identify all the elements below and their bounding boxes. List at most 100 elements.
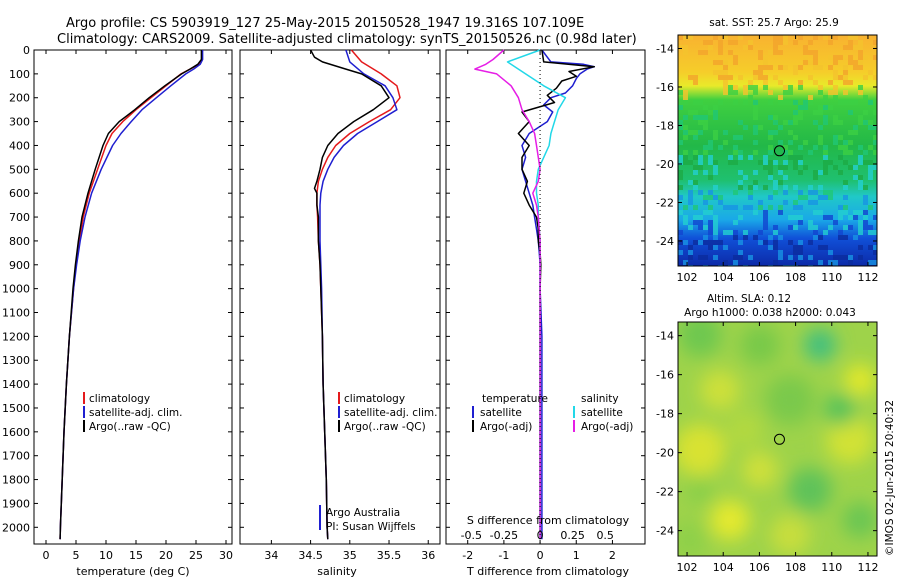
sst-pixel bbox=[873, 260, 877, 265]
sst-pixel bbox=[723, 90, 728, 95]
sst-pixel bbox=[693, 220, 698, 225]
legend-temperature-header: temperature bbox=[482, 393, 548, 405]
sst-pixel bbox=[813, 50, 818, 55]
sst-pixel bbox=[753, 75, 758, 80]
pi-label: PI: Susan Wijffels bbox=[326, 521, 416, 533]
sst-pixel bbox=[848, 150, 853, 155]
sla-map-axes: 102 104 106 108 110 112 -14 -16 -18 -20 -22 -24 bbox=[656, 322, 878, 574]
sst-pixel bbox=[723, 60, 728, 65]
sst-pixel bbox=[748, 85, 753, 90]
sst-pixel bbox=[683, 90, 688, 95]
sst-pixel bbox=[818, 85, 823, 90]
sst-pixel bbox=[678, 185, 683, 190]
sst-pixel bbox=[748, 45, 753, 50]
sst-pixel bbox=[703, 50, 708, 55]
top-x-tick-label: 0 bbox=[537, 529, 544, 542]
sst-pixel bbox=[803, 45, 808, 50]
sst-pixel bbox=[848, 130, 853, 135]
difference-top-xlabel: S difference from climatology bbox=[467, 514, 630, 527]
legend-label-climatology: climatology bbox=[89, 393, 150, 405]
sst-pixel bbox=[688, 180, 693, 185]
sst-pixel bbox=[793, 165, 798, 170]
sst-pixel bbox=[688, 190, 693, 195]
sst-pixel bbox=[698, 130, 703, 135]
sst-pixel bbox=[703, 145, 708, 150]
legend-label-s-argo: Argo(-adj) bbox=[581, 421, 633, 433]
sst-pixel bbox=[808, 40, 813, 45]
float-position-marker bbox=[773, 145, 785, 157]
x-tick-label: 0 bbox=[43, 549, 50, 562]
sst-pixel bbox=[863, 215, 868, 220]
sst-pixel bbox=[868, 160, 873, 165]
sst-pixel bbox=[793, 160, 798, 165]
sst-pixel bbox=[798, 190, 803, 195]
x-tick-label: 34.5 bbox=[298, 549, 323, 562]
sst-pixel bbox=[688, 35, 693, 40]
sst-pixel bbox=[768, 115, 773, 120]
sla-blob bbox=[824, 394, 856, 426]
sst-pixel bbox=[698, 100, 703, 105]
temperature-legend: climatology satellite-adj. clim. Argo(..… bbox=[83, 392, 182, 433]
sst-pixel bbox=[768, 165, 773, 170]
sst-pixel bbox=[873, 125, 877, 130]
sst-pixel bbox=[738, 255, 743, 260]
sst-pixel bbox=[743, 175, 748, 180]
sst-pixel bbox=[793, 245, 798, 250]
sla-map-title-line2: Argo h1000: 0.038 h2000: 0.043 bbox=[684, 307, 856, 319]
sst-pixel bbox=[798, 110, 803, 115]
sst-pixel bbox=[728, 90, 733, 95]
sst-pixel bbox=[818, 140, 823, 145]
sst-pixel bbox=[813, 170, 818, 175]
x-tick-label: 110 bbox=[821, 271, 842, 284]
sst-pixel bbox=[728, 50, 733, 55]
sst-pixel bbox=[833, 75, 838, 80]
sst-pixel bbox=[848, 260, 853, 265]
sst-pixel bbox=[858, 160, 863, 165]
sst-pixel bbox=[853, 165, 858, 170]
sst-pixel bbox=[778, 250, 783, 255]
sst-pixel bbox=[733, 260, 738, 265]
sst-pixel bbox=[743, 90, 748, 95]
x-tick-label: 25 bbox=[189, 549, 203, 562]
sst-pixel bbox=[803, 105, 808, 110]
sst-pixel bbox=[853, 130, 858, 135]
sst-pixel bbox=[848, 255, 853, 260]
sst-pixel bbox=[788, 90, 793, 95]
sst-pixel bbox=[793, 155, 798, 160]
sst-pixel bbox=[688, 160, 693, 165]
sst-pixel bbox=[833, 55, 838, 60]
sst-pixel bbox=[808, 225, 813, 230]
sst-pixel bbox=[713, 195, 718, 200]
sst-pixel bbox=[788, 255, 793, 260]
sst-pixel bbox=[713, 185, 718, 190]
sst-pixel bbox=[868, 230, 873, 235]
sst-pixel bbox=[858, 230, 863, 235]
sst-pixel bbox=[828, 190, 833, 195]
sst-pixel bbox=[708, 160, 713, 165]
sst-pixel bbox=[798, 170, 803, 175]
sst-pixel bbox=[763, 220, 768, 225]
sst-pixel bbox=[763, 165, 768, 170]
sst-pixel bbox=[723, 65, 728, 70]
sst-pixel bbox=[868, 125, 873, 130]
sst-pixel bbox=[813, 65, 818, 70]
sst-pixel bbox=[843, 140, 848, 145]
temperature-xlabel: temperature (deg C) bbox=[76, 565, 189, 578]
sst-pixel bbox=[838, 235, 843, 240]
y-tick-label: 0 bbox=[23, 44, 30, 57]
sst-pixel bbox=[743, 235, 748, 240]
sst-pixel bbox=[853, 45, 858, 50]
sst-pixel bbox=[843, 205, 848, 210]
sst-map-axes: 102 104 106 108 110 112 -14 -16 -18 -20 -22 -24 bbox=[656, 35, 878, 284]
sst-pixel bbox=[823, 215, 828, 220]
salinity-panel-frame bbox=[239, 49, 441, 545]
sst-pixel bbox=[723, 85, 728, 90]
sst-pixel bbox=[848, 100, 853, 105]
y-tick-label: 2000 bbox=[2, 521, 30, 534]
difference-chart: -2 -1 0 1 2 -0.5 -0.25 0 0.25 0.5 bbox=[446, 49, 645, 562]
sst-pixel bbox=[708, 40, 713, 45]
sst-pixel bbox=[728, 85, 733, 90]
sst-pixel bbox=[778, 35, 783, 40]
sst-pixel bbox=[833, 115, 838, 120]
sst-pixel bbox=[813, 145, 818, 150]
